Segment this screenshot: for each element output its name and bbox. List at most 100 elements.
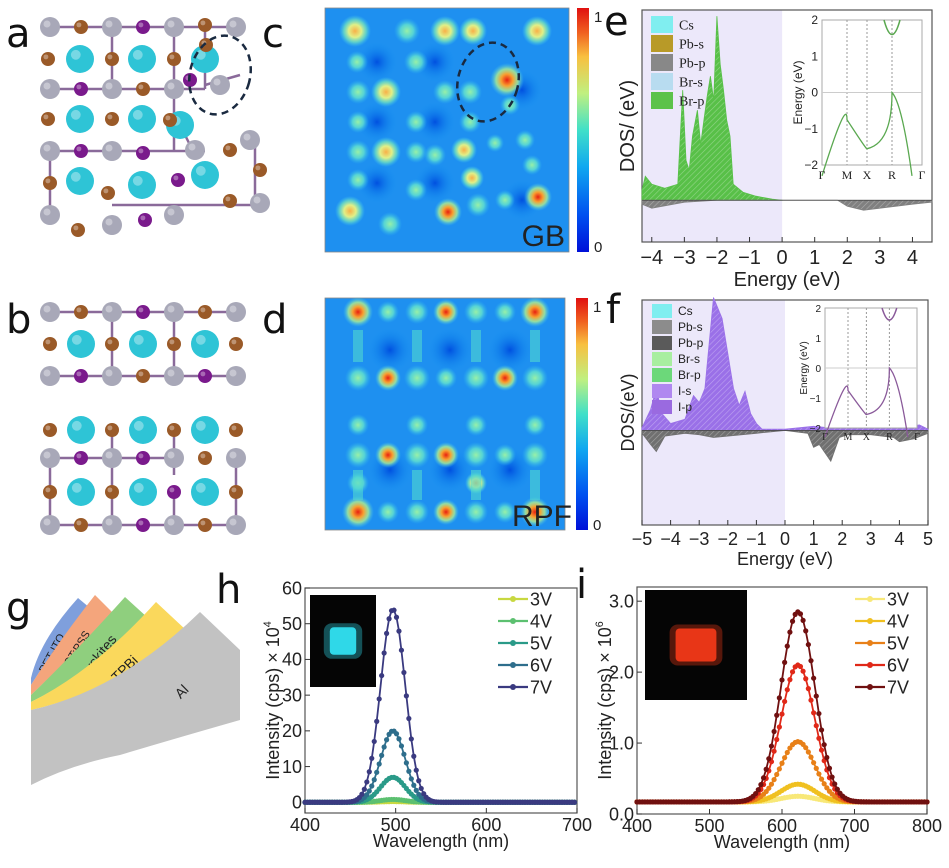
br-atom <box>105 337 119 351</box>
charge-density-spot <box>520 297 550 327</box>
atom-sphere <box>102 515 122 535</box>
atom-highlight <box>167 208 175 216</box>
series-line <box>305 776 575 804</box>
atom-sphere <box>136 82 150 96</box>
charge-density-spot <box>463 442 489 468</box>
atom-highlight <box>76 84 82 90</box>
data-point <box>826 765 833 771</box>
charge-density-spot <box>375 442 401 468</box>
atom-sphere <box>226 515 246 535</box>
emitting-pixel <box>329 627 357 655</box>
atom-sphere <box>40 141 60 161</box>
legend-marker <box>510 640 516 646</box>
i-atom <box>74 144 88 158</box>
panel-label-i: i <box>576 562 588 608</box>
data-point <box>821 781 827 787</box>
atom-sphere <box>43 176 57 190</box>
pb-atom <box>226 515 246 535</box>
data-point <box>782 659 788 665</box>
legend-marker <box>867 640 873 646</box>
panel-label-f: f <box>606 287 621 333</box>
atom-sphere <box>199 38 213 52</box>
conduction-band <box>883 19 901 36</box>
br-atom <box>163 113 177 127</box>
y-tick-label: 50 <box>282 614 302 634</box>
legend-label: 3V <box>530 589 552 609</box>
inset-y-tick: −1 <box>804 122 818 136</box>
atom-highlight <box>225 196 231 202</box>
atom-sphere <box>198 18 212 32</box>
atom-highlight <box>225 145 231 151</box>
atom-highlight <box>229 451 237 459</box>
data-point <box>366 788 372 794</box>
atom-highlight <box>70 49 81 60</box>
atom-sphere <box>191 478 219 506</box>
atom-highlight <box>105 218 113 226</box>
map-label-rpf: RPF <box>512 500 572 533</box>
data-point <box>771 728 777 735</box>
atom-highlight <box>255 165 261 171</box>
charge-density-spot <box>342 496 374 528</box>
legend-label: Br-p <box>679 94 704 109</box>
atom-highlight <box>229 20 237 28</box>
atom-sphere <box>74 518 88 532</box>
pb-atom <box>164 515 184 535</box>
br-atom <box>223 143 237 157</box>
atom-sphere <box>67 416 95 444</box>
atom-sphere <box>229 485 243 499</box>
data-point <box>787 677 793 683</box>
i-atom <box>171 173 185 187</box>
pb-atom <box>40 448 60 468</box>
atom-sphere <box>250 193 270 213</box>
legend-label: 4V <box>887 611 909 631</box>
panel-label-c: c <box>262 11 284 57</box>
br-atom <box>43 485 57 499</box>
legend-label: Cs <box>679 18 694 33</box>
atom-sphere <box>105 52 119 66</box>
atom-sphere <box>101 186 115 200</box>
y-tick-label: 60 <box>282 578 302 598</box>
y-tick-label: 10 <box>282 757 302 777</box>
atom-highlight <box>43 305 51 313</box>
data-point <box>403 693 409 699</box>
pb-atom <box>102 366 122 386</box>
data-point <box>763 766 769 772</box>
data-point <box>384 737 390 743</box>
data-point <box>803 745 809 751</box>
cs-atom <box>129 478 157 506</box>
atom-sphere <box>129 330 157 358</box>
data-point <box>411 753 417 759</box>
x-tick-label: 500 <box>381 815 411 835</box>
charge-density-spot <box>522 442 548 468</box>
legend-label: 6V <box>530 655 552 675</box>
atom-highlight <box>140 215 146 221</box>
atom-sphere <box>226 302 246 322</box>
data-point <box>816 771 822 777</box>
layer-al: Al <box>31 612 240 785</box>
data-point <box>366 769 372 775</box>
cs-atom <box>66 167 94 195</box>
x-tick-label: 400 <box>622 816 652 836</box>
data-point <box>834 786 840 792</box>
cs-atom <box>191 45 219 73</box>
x-tick-label: 400 <box>290 815 320 835</box>
pb-atom <box>240 130 260 150</box>
y-tick-label: 0 <box>292 793 302 813</box>
y-axis-label: DOS/(eV) <box>618 373 638 451</box>
low-density-region <box>488 328 532 372</box>
pb-atom <box>164 79 184 99</box>
atom-highlight <box>138 148 144 154</box>
x-tick-label: −4 <box>660 529 681 549</box>
atom-highlight <box>167 305 175 313</box>
glow-halo <box>323 623 363 659</box>
atom-highlight <box>195 420 206 431</box>
k-point-label: Γ <box>822 432 828 443</box>
charge-density-spot <box>339 15 371 47</box>
k-point-label: M <box>844 432 853 443</box>
charge-density-spot <box>347 414 369 436</box>
atom-sphere <box>40 448 60 468</box>
pb-atom <box>250 193 270 213</box>
atom-highlight <box>165 115 171 121</box>
charge-density-spot <box>347 111 369 133</box>
